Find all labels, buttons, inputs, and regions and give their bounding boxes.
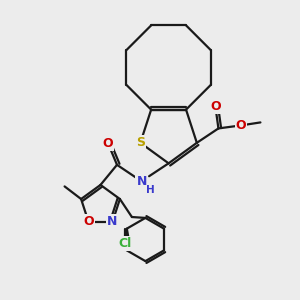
Text: O: O	[236, 119, 246, 132]
Text: N: N	[107, 215, 118, 228]
Text: H: H	[146, 185, 154, 195]
Text: Cl: Cl	[118, 237, 132, 250]
Text: N: N	[136, 175, 147, 188]
Text: O: O	[103, 137, 113, 150]
Text: O: O	[210, 100, 221, 113]
Text: O: O	[83, 215, 94, 228]
Text: S: S	[136, 136, 145, 149]
